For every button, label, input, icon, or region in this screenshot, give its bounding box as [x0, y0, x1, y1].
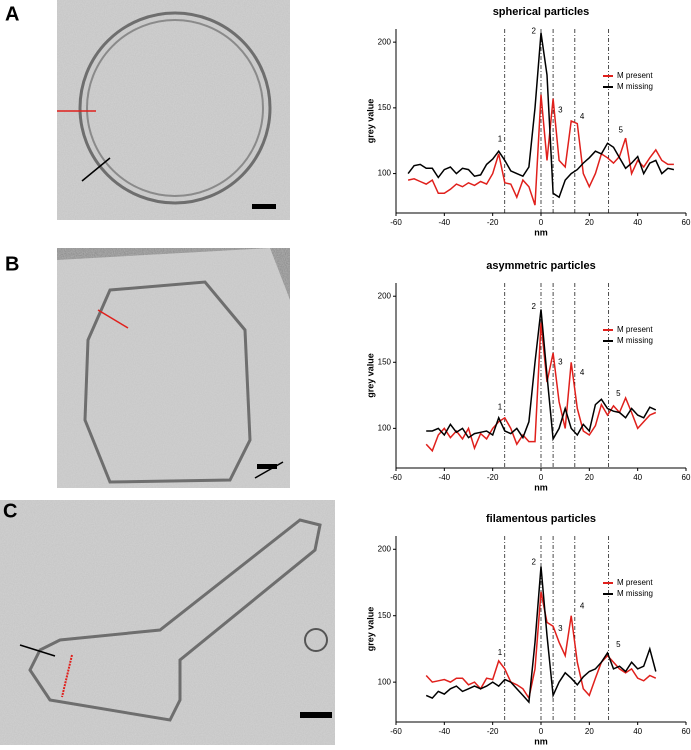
x-tick-label: 0 [539, 218, 544, 227]
annotation: 2 [532, 27, 537, 36]
x-tick-label: -60 [390, 727, 402, 736]
x-tick-label: 60 [682, 727, 691, 736]
annotation: 2 [532, 302, 537, 311]
panel-label: C [3, 500, 17, 522]
annotation: 1 [498, 135, 503, 144]
tomogram-a [57, 0, 290, 220]
y-axis-label: grey value [365, 99, 375, 144]
x-tick-label: 0 [539, 473, 544, 482]
legend-label: M present [617, 578, 653, 587]
data-line [426, 309, 657, 442]
legend-label: M present [617, 71, 653, 80]
x-axis-label: nm [534, 736, 548, 745]
chart-title: spherical particles [493, 6, 590, 18]
annotation: 3 [558, 624, 563, 633]
y-axis-label: grey value [365, 353, 375, 398]
x-tick-label: -40 [439, 473, 451, 482]
y-tick-label: 150 [378, 103, 392, 112]
x-axis-label: nm [534, 482, 548, 492]
annotation: 3 [558, 357, 563, 366]
annotation: 1 [498, 402, 503, 411]
legend-label: M missing [617, 589, 653, 598]
y-tick-label: 100 [378, 423, 392, 432]
y-tick-label: 100 [378, 677, 392, 686]
data-line [407, 94, 674, 206]
x-tick-label: -20 [487, 473, 499, 482]
x-tick-label: -20 [487, 727, 499, 736]
x-tick-label: 0 [539, 727, 544, 736]
x-tick-label: 40 [633, 727, 642, 736]
annotation: 5 [616, 389, 621, 398]
x-tick-label: 40 [633, 218, 642, 227]
y-tick-label: 150 [378, 611, 392, 620]
x-tick-label: -40 [439, 218, 451, 227]
chart-title: filamentous particles [486, 513, 596, 525]
x-tick-label: -20 [487, 218, 499, 227]
annotation: 5 [616, 640, 621, 649]
tomogram-c [0, 500, 335, 745]
x-tick-label: -60 [390, 473, 402, 482]
tomogram-b [57, 248, 290, 488]
legend-label: M present [617, 325, 653, 334]
x-tick-label: 20 [585, 218, 594, 227]
annotation: 4 [580, 368, 585, 377]
x-tick-label: -40 [439, 727, 451, 736]
x-tick-label: -60 [390, 218, 402, 227]
y-tick-label: 200 [378, 544, 392, 553]
annotation: 1 [498, 648, 503, 657]
data-line [425, 322, 657, 453]
x-tick-label: 40 [633, 473, 642, 482]
annotation: 4 [580, 112, 585, 121]
annotation: 2 [532, 558, 537, 567]
y-tick-label: 150 [378, 357, 392, 366]
data-line [407, 32, 675, 199]
y-axis-label: grey value [365, 607, 375, 652]
panel-label: B [5, 253, 19, 275]
x-tick-label: 60 [682, 218, 691, 227]
x-tick-label: 20 [585, 473, 594, 482]
x-tick-label: 60 [682, 473, 691, 482]
x-axis-label: nm [534, 227, 548, 237]
y-tick-label: 100 [378, 169, 392, 178]
legend-label: M missing [617, 82, 653, 91]
annotation: 4 [580, 602, 585, 611]
annotation: 3 [558, 106, 563, 115]
panel-label: A [5, 3, 19, 25]
legend-label: M missing [617, 336, 653, 345]
data-line [425, 566, 657, 704]
chart-title: asymmetric particles [486, 260, 595, 272]
y-tick-label: 200 [378, 37, 392, 46]
y-tick-label: 200 [378, 291, 392, 300]
x-tick-label: 20 [585, 727, 594, 736]
annotation: 5 [619, 125, 624, 134]
